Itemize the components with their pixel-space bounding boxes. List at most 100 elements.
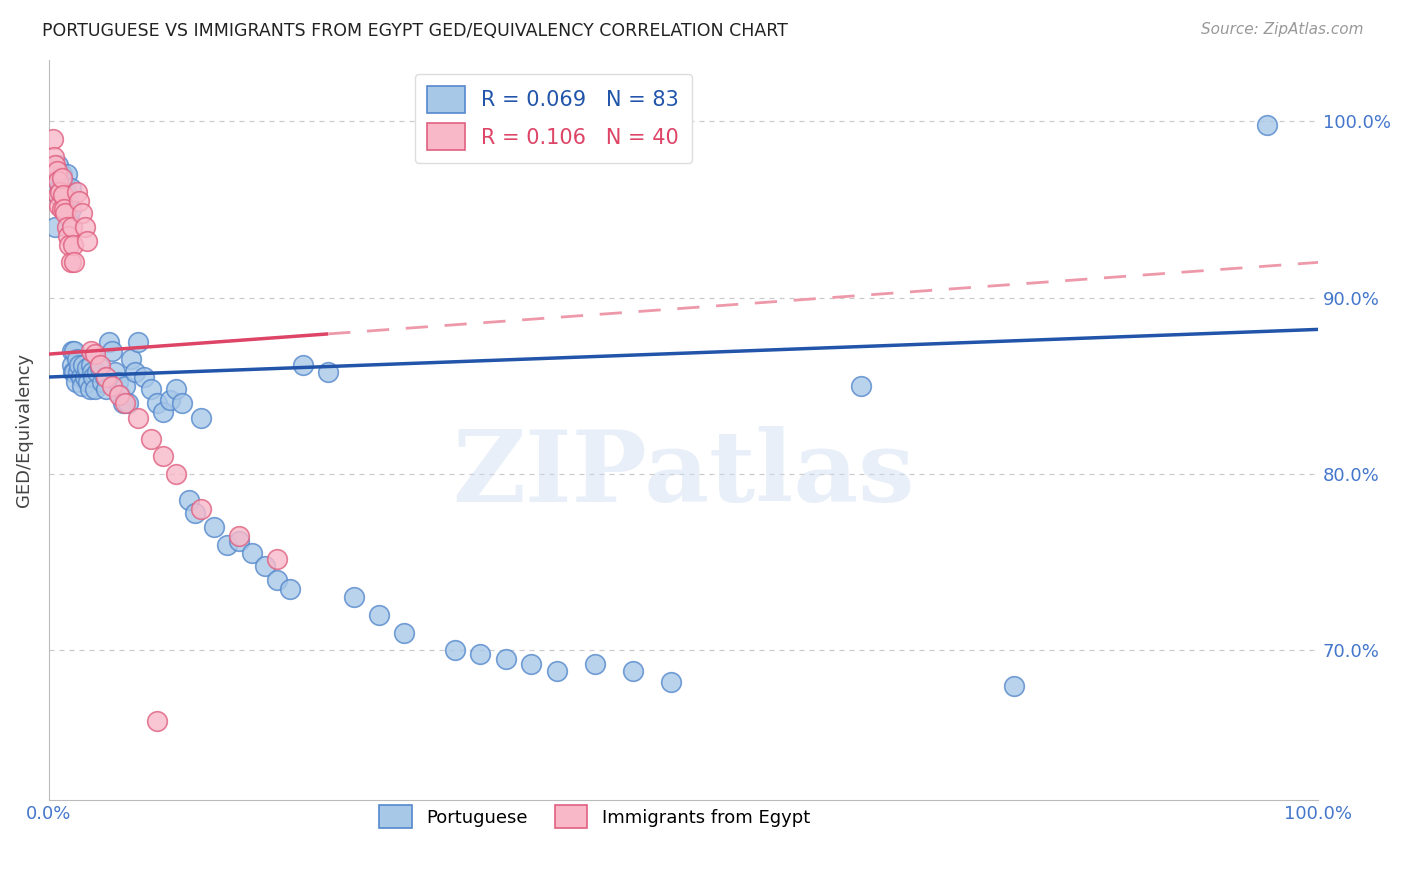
Point (444, 643, 467, 657)
Point (63, 365, 86, 379)
Point (520, 657, 543, 672)
Point (659, 675, 682, 690)
Point (46, 188, 69, 202)
Point (60, 343, 83, 358)
Point (184, 506, 207, 520)
Point (83, 347, 105, 361)
Point (470, 647, 492, 661)
Point (51, 170, 73, 185)
Point (44, 220, 66, 235)
Point (228, 534, 250, 549)
Point (77, 376, 100, 390)
Point (56, 229, 79, 244)
Point (107, 376, 129, 390)
Point (114, 379, 136, 393)
Point (46, 158, 69, 172)
Point (152, 405, 174, 419)
Point (51, 202, 73, 217)
Point (46, 174, 69, 188)
Point (159, 392, 181, 407)
Text: ZIPatlas: ZIPatlas (453, 425, 915, 523)
Point (62, 237, 84, 252)
Point (66, 185, 89, 199)
Point (56, 194, 79, 208)
Point (215, 537, 238, 551)
Point (124, 365, 146, 379)
Point (240, 546, 263, 560)
Point (51, 188, 73, 202)
Point (73, 220, 96, 235)
Point (190, 502, 212, 516)
Point (55, 206, 77, 220)
Point (53, 202, 76, 217)
Point (621, 665, 644, 679)
Point (139, 382, 162, 396)
Point (134, 370, 156, 384)
Point (91, 376, 114, 390)
Point (76, 361, 98, 376)
Point (104, 365, 127, 379)
Point (266, 551, 288, 566)
Point (66, 352, 89, 367)
Point (165, 467, 187, 481)
Point (60, 220, 83, 235)
Point (69, 370, 91, 384)
Y-axis label: GED/Equivalency: GED/Equivalency (15, 353, 32, 507)
Text: PORTUGUESE VS IMMIGRANTS FROM EGYPT GED/EQUIVALENCY CORRELATION CHART: PORTUGUESE VS IMMIGRANTS FROM EGYPT GED/… (42, 22, 787, 40)
Point (63, 343, 86, 358)
Point (394, 625, 416, 640)
Point (342, 591, 364, 605)
Point (89, 361, 111, 376)
Point (101, 343, 124, 358)
Point (44, 185, 66, 199)
Point (70, 206, 93, 220)
Point (70, 379, 93, 393)
Point (82, 370, 104, 384)
Point (52, 188, 75, 202)
Point (44, 158, 66, 172)
Point (67, 365, 90, 379)
Point (82, 365, 104, 379)
Point (108, 387, 131, 401)
Point (94, 370, 117, 384)
Point (127, 410, 149, 425)
Point (291, 358, 314, 372)
Point (94, 370, 117, 384)
Point (114, 396, 136, 410)
Point (495, 652, 517, 666)
Point (94, 382, 117, 396)
Point (63, 255, 86, 269)
Point (117, 396, 139, 410)
Point (546, 665, 568, 679)
Point (42, 150, 65, 164)
Point (55, 220, 77, 235)
Point (45, 163, 67, 178)
Point (59, 202, 82, 217)
Point (278, 582, 301, 596)
Point (316, 365, 339, 379)
Point (851, 379, 873, 393)
Point (55, 167, 77, 181)
Point (67, 194, 90, 208)
Point (583, 657, 606, 672)
Point (53, 176, 76, 190)
Point (80, 343, 103, 358)
Point (76, 234, 98, 248)
Point (177, 493, 200, 508)
Point (51, 167, 73, 181)
Point (67, 358, 90, 372)
Point (266, 573, 288, 587)
Point (80, 358, 103, 372)
Point (49, 185, 72, 199)
Point (1002, 679, 1025, 693)
Point (172, 396, 194, 410)
Legend: Portuguese, Immigrants from Egypt: Portuguese, Immigrants from Egypt (373, 798, 817, 836)
Point (97, 334, 120, 349)
Point (111, 396, 134, 410)
Point (49, 181, 72, 195)
Point (127, 334, 149, 349)
Point (107, 387, 129, 401)
Text: Source: ZipAtlas.com: Source: ZipAtlas.com (1201, 22, 1364, 37)
Point (146, 714, 169, 728)
Point (48, 199, 70, 213)
